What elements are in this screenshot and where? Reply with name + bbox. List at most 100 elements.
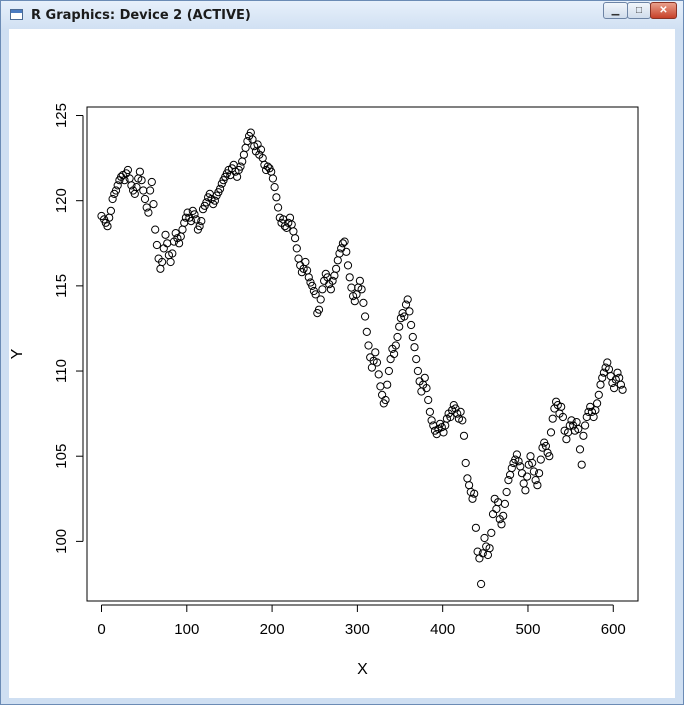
data-point (424, 395, 433, 405)
data-point (536, 455, 545, 464)
x-tick-label: 200 (260, 621, 285, 638)
data-point (338, 239, 347, 248)
close-button[interactable]: ✕ (650, 2, 677, 19)
data-point (127, 181, 136, 190)
data-point (528, 458, 537, 468)
data-point (132, 183, 141, 192)
x-tick-label: 600 (601, 621, 626, 638)
data-point (335, 249, 344, 258)
data-point (371, 348, 380, 357)
data-point (308, 281, 317, 290)
data-point (197, 217, 206, 226)
data-point (427, 416, 436, 425)
data-point (579, 431, 588, 440)
data-point (332, 264, 341, 273)
data-point (111, 186, 121, 195)
data-point (523, 472, 532, 481)
data-point (546, 428, 556, 437)
data-point (610, 384, 619, 393)
data-point (458, 416, 467, 425)
data-point (507, 464, 516, 473)
data-point (499, 511, 508, 520)
data-point (361, 312, 370, 321)
data-point (355, 276, 364, 285)
data-point (347, 283, 356, 292)
x-tick-label: 300 (345, 621, 370, 638)
data-point (168, 249, 177, 258)
scatter-plot: 0 100 200 300 400 500 600 100 105 110 115 120 125 X… (9, 103, 639, 678)
data-point (548, 414, 557, 423)
data-point (589, 412, 598, 422)
data-point (519, 479, 528, 488)
data-point (391, 341, 400, 350)
data-point (616, 380, 626, 389)
data-point (603, 358, 612, 367)
data-point (598, 373, 607, 382)
data-point (364, 341, 373, 350)
data-point (147, 177, 156, 187)
data-point (178, 225, 187, 234)
data-point (401, 300, 411, 309)
data-point (420, 373, 429, 382)
data-point (533, 481, 542, 490)
data-point (410, 343, 419, 352)
data-point (285, 213, 295, 222)
data-point (292, 244, 301, 253)
data-point (497, 520, 506, 529)
data-point (342, 247, 351, 256)
data-point (613, 368, 622, 377)
data-point (105, 213, 114, 222)
data-point (393, 332, 402, 342)
data-point (166, 257, 175, 267)
x-tick-label: 500 (515, 621, 540, 638)
window-app-icon (10, 9, 23, 20)
data-point (137, 176, 146, 185)
data-point (577, 460, 586, 469)
data-point (216, 184, 225, 193)
x-axis: 0 100 200 300 400 500 600 (97, 604, 626, 638)
data-point (340, 237, 349, 246)
data-point (151, 225, 160, 234)
data-point (345, 273, 354, 282)
data-point (383, 380, 392, 389)
data-point (463, 474, 472, 483)
data-point (567, 416, 576, 425)
maximize-button[interactable]: □ (627, 2, 651, 19)
data-point (125, 174, 134, 183)
data-point (135, 167, 144, 176)
data-point (139, 186, 148, 195)
y-tick-label: 120 (53, 188, 70, 213)
data-point (574, 424, 583, 434)
y-tick-label: 105 (53, 444, 70, 469)
data-point (146, 186, 155, 195)
data-point (471, 523, 480, 532)
data-point (459, 431, 469, 440)
data-point (581, 421, 590, 430)
data-point (374, 370, 383, 379)
data-point (192, 215, 201, 224)
data-point (596, 380, 605, 389)
data-point (422, 384, 431, 393)
data-point (210, 196, 219, 205)
data-point (400, 312, 409, 321)
data-point (314, 305, 324, 314)
data-point (504, 476, 513, 485)
data-point (545, 452, 554, 461)
plot-box (86, 106, 639, 602)
data-point (487, 528, 496, 537)
data-point (483, 550, 492, 560)
data-point (106, 206, 116, 215)
minimize-button[interactable]: ▁ (603, 2, 628, 19)
data-point (337, 244, 346, 253)
data-point (407, 320, 416, 330)
data-point (123, 165, 133, 175)
data-point (187, 217, 196, 226)
title-bar[interactable]: R Graphics: Device 2 (ACTIVE) ▁ □ ✕ (1, 1, 683, 29)
data-point (529, 467, 539, 476)
data-point (362, 327, 371, 336)
data-point (326, 285, 335, 294)
data-point (417, 387, 426, 396)
data-point (328, 276, 337, 285)
data-point (156, 264, 165, 273)
